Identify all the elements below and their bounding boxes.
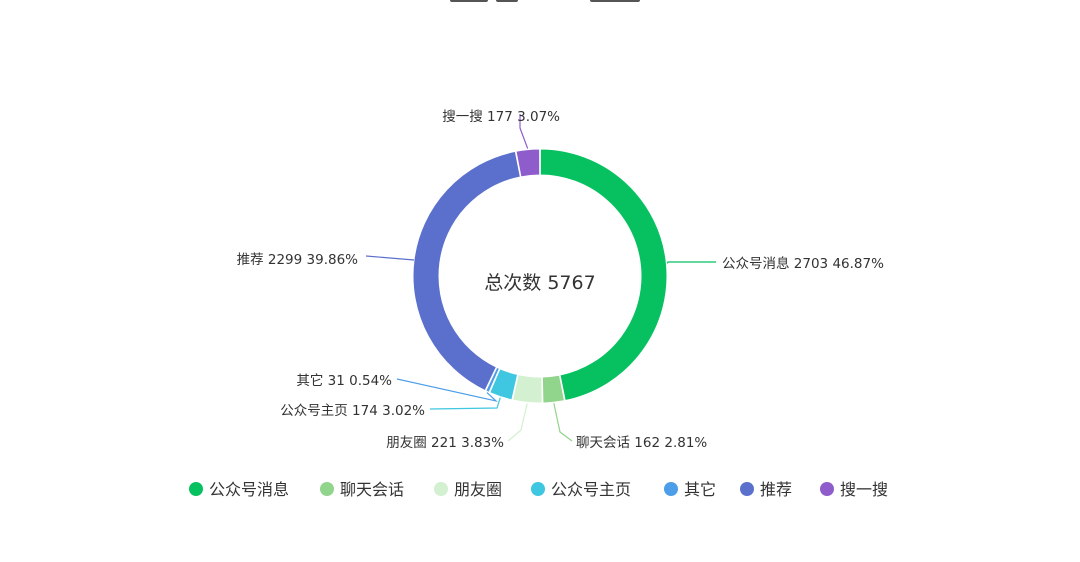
slices-layer: [412, 148, 668, 404]
slice-label-4: 其它 31 0.54%: [296, 372, 392, 389]
leader-line-1: [553, 403, 573, 442]
legend-item-0[interactable]: 公众号消息: [189, 480, 289, 499]
legend-item-6[interactable]: 搜一搜: [820, 480, 888, 499]
center-total-label: 总次数 5767: [484, 272, 595, 294]
legend-label: 公众号主页: [551, 480, 631, 499]
slice-label-0: 公众号消息 2703 46.87%: [722, 255, 884, 272]
slice-label-3: 公众号主页 174 3.02%: [280, 403, 425, 419]
legend-item-2[interactable]: 朋友圈: [434, 480, 502, 499]
legend-item-1[interactable]: 聊天会话: [320, 480, 404, 499]
leader-line-0: [666, 261, 716, 264]
slice-6[interactable]: [515, 148, 541, 178]
leader-line-6: [519, 114, 529, 149]
cut-off-title: [450, 0, 640, 2]
slice-label-6: 搜一搜 177 3.07%: [442, 109, 560, 125]
legend-marker: [189, 482, 203, 496]
legend-marker: [434, 482, 448, 496]
legend-label: 其它: [684, 480, 716, 499]
slice-2[interactable]: [511, 374, 543, 404]
legend-marker: [320, 482, 334, 496]
legend-marker: [820, 482, 834, 496]
legend-marker: [740, 482, 754, 496]
legend: 公众号消息 聊天会话 朋友圈 公众号主页 其它 推荐 搜一搜: [189, 480, 888, 499]
slice-5[interactable]: [412, 150, 521, 392]
leader-line-5: [365, 255, 415, 261]
leader-lines-layer: [365, 114, 716, 442]
legend-item-5[interactable]: 推荐: [740, 480, 792, 499]
leader-line-2: [507, 403, 528, 442]
legend-item-4[interactable]: 其它: [664, 480, 716, 499]
slice-0[interactable]: [539, 148, 668, 402]
slice-label-2: 朋友圈 221 3.83%: [386, 435, 504, 451]
leader-line-4: [396, 378, 498, 403]
slice-3[interactable]: [489, 368, 519, 401]
slice-1[interactable]: [541, 374, 566, 404]
legend-label: 朋友圈: [454, 480, 502, 499]
slice-labels-layer: 公众号消息 2703 46.87% 聊天会话 162 2.81% 朋友圈 221 3…: [237, 109, 885, 451]
slice-label-1: 聊天会话 162 2.81%: [576, 435, 707, 451]
legend-label: 聊天会话: [340, 480, 404, 499]
legend-label: 搜一搜: [840, 480, 888, 499]
slice-4[interactable]: [485, 366, 501, 393]
slice-label-5: 推荐 2299 39.86%: [237, 252, 359, 268]
legend-label: 公众号消息: [209, 480, 289, 499]
legend-item-3[interactable]: 公众号主页: [531, 480, 631, 499]
legend-label: 推荐: [760, 480, 792, 499]
legend-marker: [531, 482, 545, 496]
legend-marker: [664, 482, 678, 496]
leader-line-3: [429, 397, 501, 410]
